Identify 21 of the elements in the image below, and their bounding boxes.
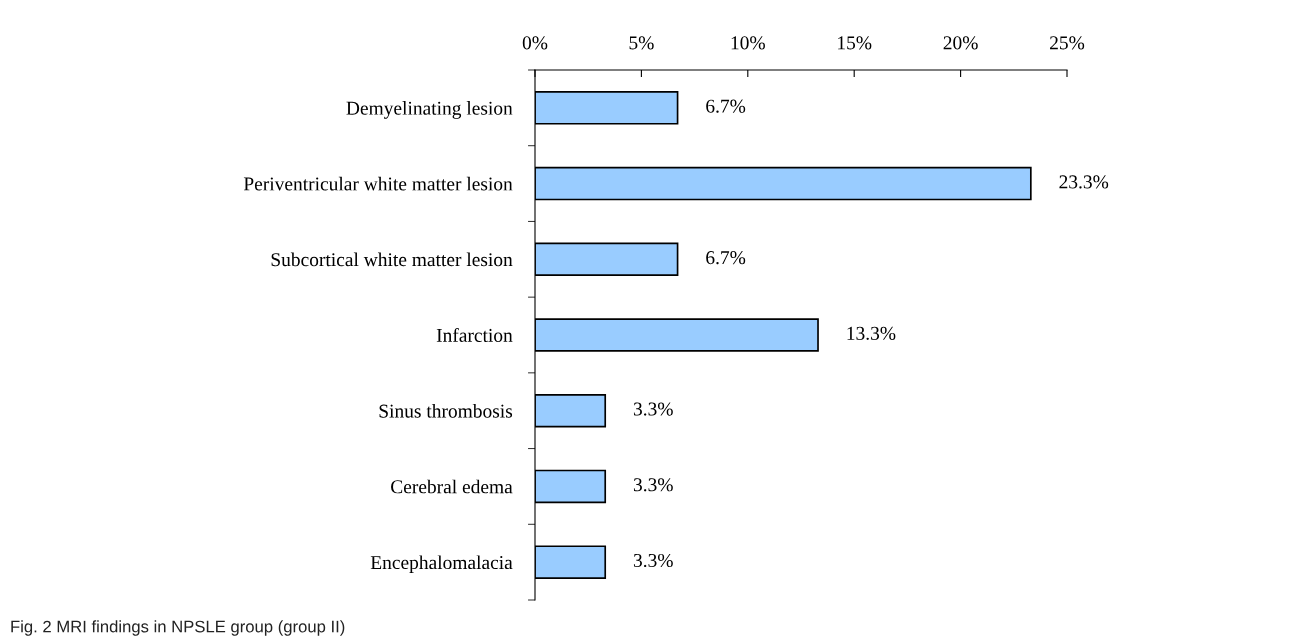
caption: Fig. 2 MRI findings in NPSLE group (group II) bbox=[11, 620, 345, 636]
y-tick-label: Cerebral edema bbox=[391, 479, 513, 494]
x-tick-label: 0% bbox=[522, 36, 548, 50]
y-tick-label: Demyelinating lesion bbox=[346, 101, 513, 119]
x-tick-label: 5% bbox=[629, 36, 654, 50]
data-label: 3.3% bbox=[633, 402, 673, 416]
data-label: 6.7% bbox=[706, 99, 746, 113]
y-tick-label: Encephalomalacia bbox=[370, 555, 513, 574]
x-tick-label: 20% bbox=[943, 36, 978, 50]
x-tick-label: 25% bbox=[1050, 36, 1085, 50]
x-tick-label: 15% bbox=[838, 36, 872, 50]
y-tick-label: Periventricular white matter lesion bbox=[243, 176, 513, 191]
y-tick-label: Sinus thrombosis bbox=[379, 403, 513, 418]
x-tick-label: 10% bbox=[731, 36, 765, 50]
data-label: 13.3% bbox=[847, 326, 896, 340]
data-label: 23.3% bbox=[1059, 175, 1109, 189]
data-label: 6.7% bbox=[706, 251, 746, 265]
data-label: 3.3% bbox=[633, 478, 673, 492]
y-tick-label: Infarction bbox=[436, 328, 513, 342]
data-label: 3.3% bbox=[633, 553, 673, 568]
y-tick-label: Subcortical white matter lesion bbox=[271, 252, 513, 267]
